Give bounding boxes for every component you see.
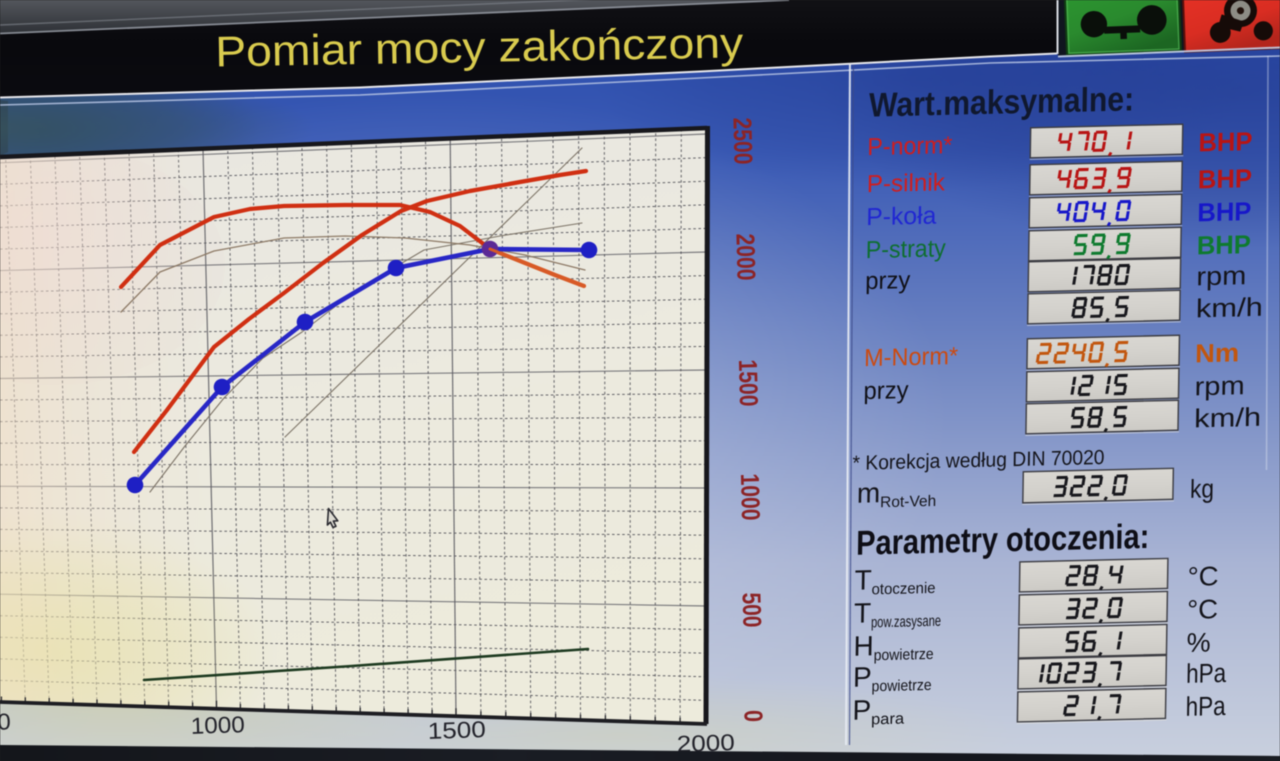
svg-text:P-silnik: P-silnik [867,169,946,198]
svg-text:przy: przy [865,267,911,295]
svg-text:Wart.maksymalne:: Wart.maksymalne: [869,80,1135,124]
svg-text:0: 0 [738,710,768,723]
svg-text:Parametry otoczenia:: Parametry otoczenia: [856,518,1150,563]
svg-text:500: 500 [737,592,768,628]
svg-text:rpm: rpm [1196,260,1246,291]
svg-text:M-Norm*: M-Norm* [864,343,959,372]
svg-text:1000: 1000 [190,711,245,739]
svg-text:P-straty: P-straty [866,235,947,264]
svg-text:°C: °C [1187,561,1218,592]
svg-text:°C: °C [1187,594,1218,625]
svg-text:1000: 1000 [735,473,766,521]
svg-text:hPa: hPa [1186,658,1227,689]
svg-text:1500: 1500 [427,716,486,744]
svg-text:przy: przy [863,377,909,405]
svg-text:BHP: BHP [1198,163,1252,194]
svg-text:P-koła: P-koła [866,203,937,232]
svg-text:2500: 2500 [727,117,758,165]
svg-text:kg: kg [1190,473,1214,504]
svg-text:Pomiar mocy zakończony: Pomiar mocy zakończony [215,19,744,76]
svg-text:Nm: Nm [1195,337,1239,368]
svg-text:%: % [1186,627,1210,658]
svg-text:1500: 1500 [733,359,764,407]
svg-text:BHP: BHP [1197,196,1251,227]
svg-text:BHP: BHP [1197,229,1251,260]
svg-text:BHP: BHP [1198,126,1252,157]
svg-text:P-norm*: P-norm* [867,132,953,161]
svg-text:km/h: km/h [1194,402,1261,434]
svg-text:rpm: rpm [1194,370,1244,401]
svg-text:km/h: km/h [1196,292,1263,324]
svg-text:hPa: hPa [1185,691,1226,722]
svg-text:500: 500 [0,708,11,735]
svg-text:2000: 2000 [730,233,761,281]
